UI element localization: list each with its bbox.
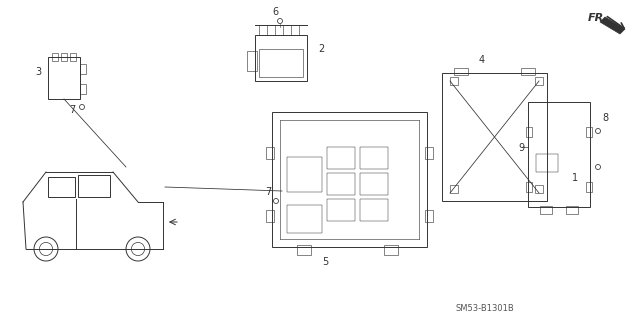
Circle shape	[131, 242, 145, 256]
Bar	[454, 68, 468, 75]
Bar	[266, 210, 274, 222]
Text: 8: 8	[602, 113, 608, 123]
Bar	[287, 205, 322, 233]
Bar	[255, 35, 307, 81]
Bar	[61, 53, 67, 61]
Bar	[259, 49, 303, 77]
Polygon shape	[600, 17, 625, 34]
Text: 7: 7	[265, 187, 271, 197]
Bar	[360, 173, 388, 195]
Bar	[78, 175, 110, 197]
Bar	[287, 157, 322, 192]
Bar	[360, 147, 388, 169]
Text: SM53-B1301B: SM53-B1301B	[456, 304, 515, 313]
Text: 1: 1	[572, 173, 578, 183]
Bar	[384, 245, 398, 255]
Bar	[535, 185, 543, 193]
Bar	[80, 84, 86, 94]
Bar	[80, 64, 86, 74]
Text: 4: 4	[479, 55, 485, 65]
Bar	[450, 77, 458, 85]
Bar	[536, 154, 558, 172]
Circle shape	[595, 129, 600, 133]
Circle shape	[273, 198, 278, 204]
Text: 7: 7	[69, 105, 75, 115]
Bar	[247, 51, 257, 71]
Bar	[327, 173, 355, 195]
Bar	[442, 73, 547, 201]
Circle shape	[34, 237, 58, 261]
Bar	[535, 77, 543, 85]
Bar	[70, 53, 76, 61]
Bar	[528, 102, 590, 207]
Bar	[327, 199, 355, 221]
Text: 2: 2	[318, 44, 324, 54]
Bar	[425, 147, 433, 159]
Text: 6: 6	[272, 7, 278, 17]
Bar	[521, 68, 535, 75]
Bar	[566, 206, 578, 214]
Bar	[297, 245, 311, 255]
Text: 5: 5	[322, 257, 328, 267]
Bar	[52, 53, 58, 61]
Bar	[526, 182, 532, 192]
Circle shape	[40, 242, 52, 256]
Bar	[266, 147, 274, 159]
Text: 3: 3	[35, 67, 41, 77]
Bar	[425, 210, 433, 222]
Text: 9: 9	[518, 143, 524, 153]
Bar	[450, 185, 458, 193]
Circle shape	[126, 237, 150, 261]
Bar	[327, 147, 355, 169]
Circle shape	[79, 105, 84, 109]
Bar	[586, 127, 592, 137]
Text: FR.: FR.	[588, 13, 609, 23]
Bar	[360, 199, 388, 221]
Bar	[540, 206, 552, 214]
Circle shape	[278, 19, 282, 24]
Bar	[526, 127, 532, 137]
Bar	[48, 57, 80, 99]
Bar	[586, 182, 592, 192]
Bar	[272, 112, 427, 247]
Circle shape	[595, 165, 600, 169]
Bar	[48, 177, 75, 197]
